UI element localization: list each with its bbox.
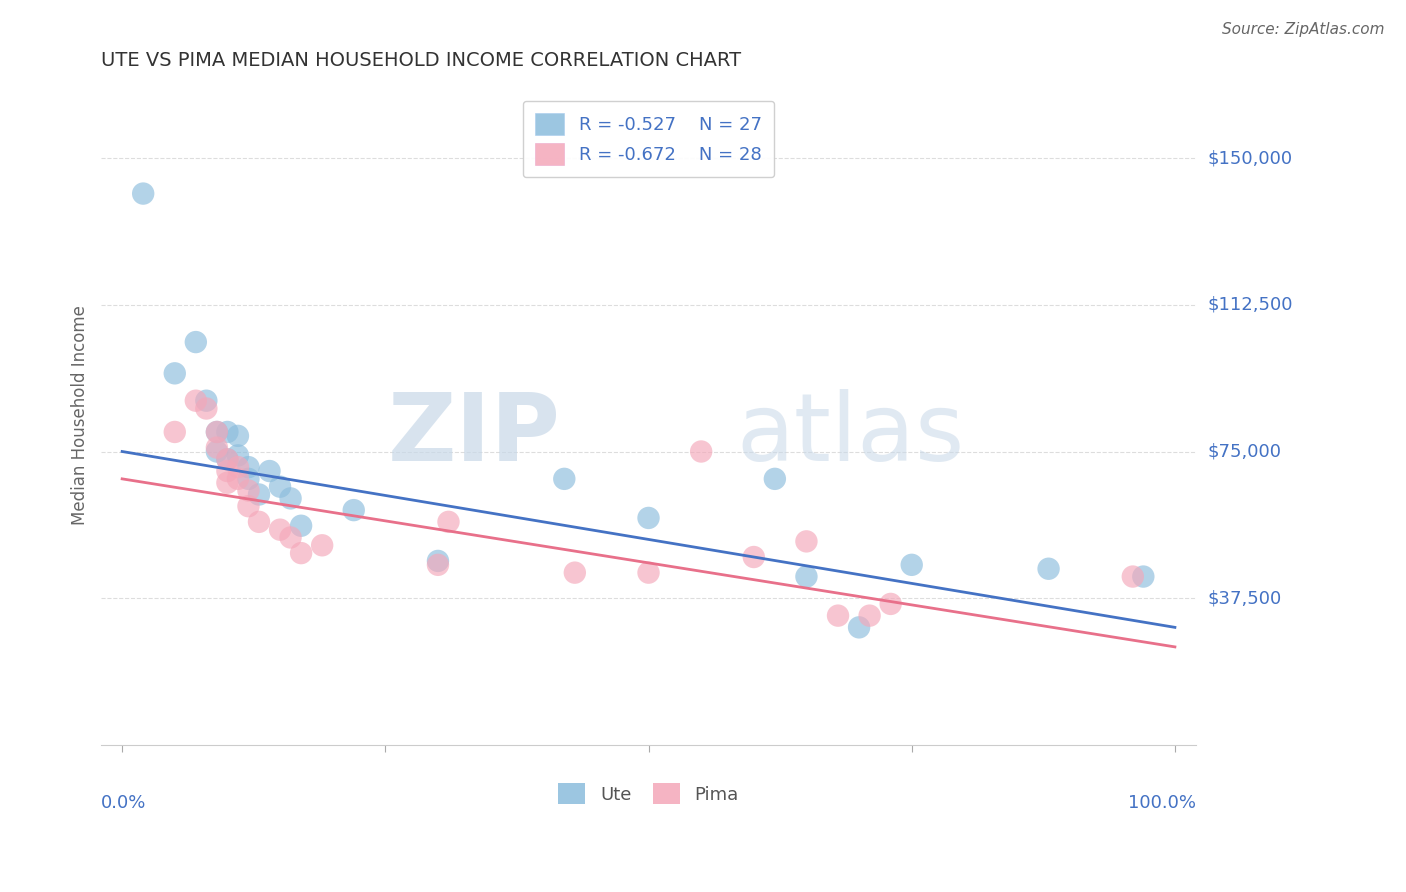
Point — [238, 500, 260, 514]
Point — [637, 511, 659, 525]
Point — [184, 393, 207, 408]
Point — [217, 452, 239, 467]
Point — [290, 518, 312, 533]
Point — [553, 472, 575, 486]
Point — [247, 515, 270, 529]
Text: ZIP: ZIP — [388, 389, 561, 481]
Point — [217, 475, 239, 490]
Point — [280, 531, 302, 545]
Point — [205, 425, 228, 439]
Point — [217, 452, 239, 467]
Point — [1038, 562, 1060, 576]
Point — [311, 538, 333, 552]
Point — [290, 546, 312, 560]
Point — [184, 334, 207, 349]
Point — [637, 566, 659, 580]
Point — [259, 464, 281, 478]
Text: Source: ZipAtlas.com: Source: ZipAtlas.com — [1222, 22, 1385, 37]
Point — [163, 425, 186, 439]
Point — [217, 464, 239, 478]
Point — [879, 597, 901, 611]
Point — [426, 558, 449, 572]
Point — [900, 558, 922, 572]
Point — [226, 429, 249, 443]
Point — [247, 487, 270, 501]
Text: 100.0%: 100.0% — [1128, 794, 1197, 812]
Point — [217, 425, 239, 439]
Point — [132, 186, 155, 201]
Point — [163, 367, 186, 381]
Point — [848, 620, 870, 634]
Point — [343, 503, 366, 517]
Point — [564, 566, 586, 580]
Text: 0.0%: 0.0% — [101, 794, 146, 812]
Point — [238, 483, 260, 498]
Point — [269, 480, 291, 494]
Point — [1132, 569, 1154, 583]
Point — [690, 444, 713, 458]
Point — [280, 491, 302, 506]
Point — [238, 472, 260, 486]
Point — [858, 608, 880, 623]
Point — [763, 472, 786, 486]
Point — [226, 460, 249, 475]
Point — [796, 534, 818, 549]
Point — [205, 425, 228, 439]
Text: atlas: atlas — [737, 389, 965, 481]
Point — [269, 523, 291, 537]
Point — [437, 515, 460, 529]
Point — [1122, 569, 1144, 583]
Point — [742, 549, 765, 564]
Text: $75,000: $75,000 — [1208, 442, 1281, 460]
Point — [238, 460, 260, 475]
Text: UTE VS PIMA MEDIAN HOUSEHOLD INCOME CORRELATION CHART: UTE VS PIMA MEDIAN HOUSEHOLD INCOME CORR… — [101, 51, 741, 70]
Point — [796, 569, 818, 583]
Y-axis label: Median Household Income: Median Household Income — [72, 305, 89, 524]
Point — [226, 449, 249, 463]
Point — [426, 554, 449, 568]
Point — [827, 608, 849, 623]
Text: $37,500: $37,500 — [1208, 589, 1281, 607]
Point — [205, 444, 228, 458]
Point — [205, 441, 228, 455]
Point — [195, 393, 218, 408]
Text: $112,500: $112,500 — [1208, 296, 1292, 314]
Legend: Ute, Pima: Ute, Pima — [551, 776, 747, 812]
Point — [226, 472, 249, 486]
Point — [195, 401, 218, 416]
Text: $150,000: $150,000 — [1208, 149, 1292, 168]
